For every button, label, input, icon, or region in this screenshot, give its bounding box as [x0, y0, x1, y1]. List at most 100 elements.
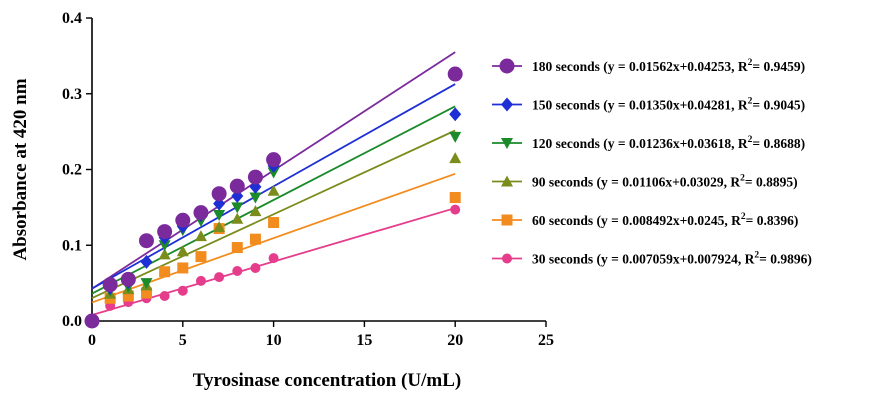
legend: 180 seconds (y = 0.01562x+0.04253, R2= 0… [492, 58, 812, 267]
legend-marker [499, 58, 515, 74]
data-point [140, 278, 153, 290]
x-tick-label: 15 [356, 332, 372, 349]
y-tick-label: 0.3 [62, 86, 82, 103]
legend-equation: (y = 0.007059x+0.007924, R [597, 252, 755, 267]
legend-marker [501, 138, 513, 149]
legend-series-name: 30 seconds [532, 252, 597, 267]
legend-item: 30 seconds (y = 0.007059x+0.007924, R2= … [492, 251, 812, 267]
legend-equation: (y = 0.01106x+0.03029, R [597, 175, 741, 190]
legend-r2: = 0.8396) [746, 213, 799, 228]
legend-label: 90 seconds (y = 0.01106x+0.03029, R2= 0.… [532, 174, 798, 190]
legend-r2: = 0.8688) [752, 136, 805, 151]
data-point [449, 107, 462, 122]
data-point [229, 178, 245, 194]
data-point [122, 290, 134, 302]
y-axis-title: Absorbance at 420 nm [10, 78, 31, 260]
data-point [249, 233, 261, 245]
data-point [211, 186, 227, 202]
data-point [140, 287, 152, 299]
legend-equation: (y = 0.01350x+0.04281, R [603, 98, 748, 113]
data-point [138, 233, 154, 249]
data-point [159, 291, 170, 302]
legend-series-name: 180 seconds [532, 59, 603, 74]
legend-r2: = 0.9896) [759, 252, 812, 267]
data-point [195, 251, 207, 263]
data-point [231, 202, 244, 214]
legend-marker [501, 97, 513, 112]
data-point [266, 152, 282, 168]
legend-item: 60 seconds (y = 0.008492x+0.0245, R2= 0.… [492, 212, 798, 228]
data-point [158, 248, 171, 260]
x-tick-label: 5 [179, 332, 187, 349]
data-point [157, 224, 173, 240]
fit-lines [91, 51, 456, 316]
data-point [84, 313, 100, 329]
legend-r2: = 0.9045) [752, 98, 805, 113]
data-point [450, 204, 461, 215]
data-point [140, 254, 153, 269]
data-point [449, 192, 461, 204]
data-point [267, 167, 280, 179]
y-tick-label: 0.4 [62, 10, 82, 27]
data-point [195, 275, 206, 286]
fit-line-4 [91, 172, 456, 304]
markers [84, 66, 463, 329]
legend-superscript: 2 [740, 174, 745, 184]
legend-superscript: 2 [748, 135, 753, 145]
data-point [268, 253, 279, 264]
data-point [177, 262, 189, 274]
x-tick-label: 20 [447, 332, 463, 349]
data-point [267, 184, 280, 196]
axes: 0 5 10 15 20 25 0.0 0.1 0.2 0.3 0.4 [62, 10, 554, 349]
data-point [268, 217, 280, 229]
data-point [249, 192, 262, 204]
legend-r2: = 0.9459) [752, 59, 805, 74]
data-point [232, 266, 243, 277]
data-point [449, 152, 462, 164]
y-tick-label: 0.2 [62, 162, 82, 179]
data-point [250, 262, 261, 273]
data-point [447, 66, 463, 82]
legend-series-name: 120 seconds [532, 136, 603, 151]
data-point [247, 169, 263, 185]
legend-superscript: 2 [748, 97, 753, 107]
legend-equation: (y = 0.01236x+0.03618, R [603, 136, 748, 151]
legend-superscript: 2 [754, 251, 759, 261]
data-point [159, 266, 171, 278]
legend-item: 120 seconds (y = 0.01236x+0.03618, R2= 0… [492, 135, 805, 151]
legend-label: 120 seconds (y = 0.01236x+0.03618, R2= 0… [532, 135, 805, 151]
x-axis-title: Tyrosinase concentration (U/mL) [193, 370, 461, 391]
data-point [120, 271, 136, 287]
data-point [177, 285, 188, 296]
data-point [102, 277, 118, 293]
legend-label: 150 seconds (y = 0.01350x+0.04281, R2= 0… [532, 97, 805, 113]
x-tick-label: 25 [538, 332, 554, 349]
legend-series-name: 150 seconds [532, 98, 603, 113]
legend-label: 60 seconds (y = 0.008492x+0.0245, R2= 0.… [532, 212, 798, 228]
fit-line-2 [91, 105, 456, 295]
data-point [213, 209, 226, 221]
y-tick-label: 0.0 [62, 313, 82, 330]
x-tick-label: 0 [88, 332, 96, 349]
legend-equation: (y = 0.008492x+0.0245, R [597, 213, 742, 228]
data-point [175, 212, 191, 228]
data-point [249, 205, 262, 217]
legend-label: 180 seconds (y = 0.01562x+0.04253, R2= 0… [532, 58, 805, 74]
legend-superscript: 2 [741, 212, 746, 222]
data-point [158, 240, 171, 252]
legend-label: 30 seconds (y = 0.007059x+0.007924, R2= … [532, 251, 812, 267]
data-point [231, 242, 243, 254]
x-tick-label: 10 [266, 332, 282, 349]
legend-item: 90 seconds (y = 0.01106x+0.03029, R2= 0.… [492, 174, 798, 190]
data-point [194, 230, 207, 242]
data-point [176, 245, 189, 257]
legend-marker [501, 214, 513, 226]
data-point [449, 131, 462, 143]
legend-r2: = 0.8895) [745, 175, 798, 190]
legend-item: 150 seconds (y = 0.01350x+0.04281, R2= 0… [492, 97, 805, 113]
legend-series-name: 60 seconds [532, 213, 597, 228]
data-point [231, 212, 244, 224]
data-point [193, 205, 209, 221]
fit-line-3 [91, 129, 456, 299]
